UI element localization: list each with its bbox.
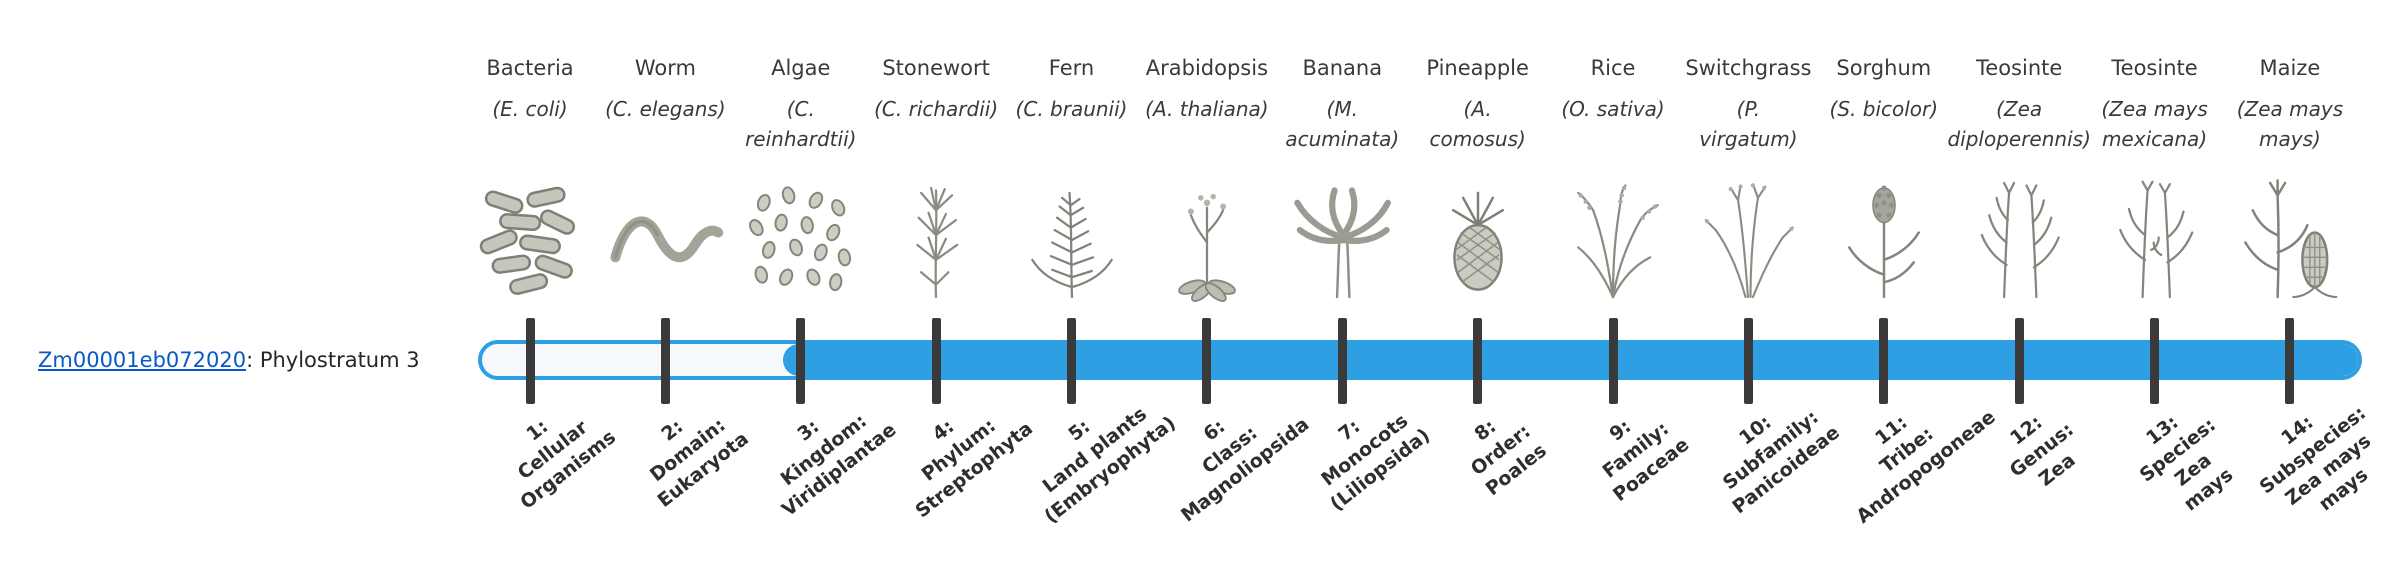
- organism-common-name: Switchgrass: [1685, 56, 1812, 80]
- organism-common-name: Worm: [634, 56, 696, 80]
- organism-common-name: Maize: [2259, 56, 2321, 80]
- algae-icon: [731, 168, 871, 304]
- switchgrass-icon: [1678, 168, 1818, 304]
- phylostratum-label-12: 12: Genus: Zea: [2005, 411, 2080, 491]
- phylostratum-tick-11: [1879, 318, 1889, 404]
- organism-scientific-name: (M. acuminata): [1285, 97, 1400, 151]
- phylostratum-label-1: 1: Cellular Organisms: [513, 415, 621, 514]
- gene-label: Zm00001eb072020: Phylostratum 3: [38, 347, 420, 373]
- organism-scientific-name: (Zea mays mexicana): [2101, 97, 2208, 151]
- phylostratum-label-5: 5: Land plants (Embryophyta): [1038, 402, 1180, 528]
- phylostratum-tick-10: [1743, 318, 1753, 404]
- pineapple-icon: [1408, 168, 1548, 304]
- phylostratum-label-6: 6: Class: Magnoliopsida: [1176, 413, 1314, 527]
- organism-common-name: Teosinte: [2111, 56, 2198, 80]
- phylostratum-label-10: 10: Subfamily: Panicoideae: [1719, 406, 1845, 519]
- organism-scientific-name: (Zea diploperennis): [1947, 97, 2091, 151]
- organism-common-name: Stonewort: [882, 56, 990, 80]
- organism-scientific-name: (A. thaliana): [1145, 97, 1269, 121]
- organism-scientific-name: (C. reinhardtii): [745, 97, 857, 151]
- teosinte-diploperennis-icon: [1949, 168, 2089, 304]
- phylostratum-tick-6: [1202, 318, 1212, 404]
- organism-scientific-name: (A. comosus): [1429, 97, 1526, 151]
- phylostratum-label-11: 11: Tribe: Andropogoneae: [1852, 406, 2000, 528]
- rice-icon: [1543, 168, 1683, 304]
- teosinte-mexicana-icon: [2085, 168, 2225, 304]
- phylostratum-label-9: 9: Family: Poaceae: [1598, 415, 1694, 507]
- organism-scientific-name: (S. bicolor): [1829, 97, 1939, 121]
- organism-common-name: Arabidopsis: [1145, 56, 1269, 80]
- organism-common-name: Teosinte: [1976, 56, 2063, 80]
- organism-common-name: Banana: [1302, 56, 1383, 80]
- organism-scientific-name: (C. richardii): [874, 97, 999, 121]
- phylostratum-column-5: Fern (C. braunii): [987, 56, 1157, 299]
- phylostratum-label-8: 8: Order: Poales: [1466, 415, 1551, 501]
- organism-common-name: Rice: [1590, 56, 1636, 80]
- phylostratum-label-2: 2: Domain: Eukaryota: [646, 414, 754, 513]
- phylostratum-tick-14: [2285, 318, 2295, 404]
- phylostratum-tick-9: [1608, 318, 1618, 404]
- gene-phylostratum-text: : Phylostratum 3: [246, 348, 420, 372]
- timeline-fill: [782, 344, 2358, 376]
- phylostratum-tick-7: [1337, 318, 1347, 404]
- phylostratum-column-8: Pineapple (A. comosus): [1393, 56, 1563, 291]
- gene-id-link[interactable]: Zm00001eb072020: [38, 348, 247, 372]
- organism-scientific-name: (O. sativa): [1561, 97, 1665, 121]
- phylostratum-label-7: 7: Monocots (Liliopsida): [1317, 409, 1435, 516]
- phylostratum-column-3: Algae (C. reinhardtii): [716, 56, 886, 292]
- organism-common-name: Algae: [771, 56, 831, 80]
- phylostratum-column-7: Banana (M. acuminata): [1257, 56, 1427, 299]
- worm-icon: [595, 168, 735, 304]
- organism-common-name: Sorghum: [1836, 56, 1932, 80]
- organism-common-name: Pineapple: [1426, 56, 1529, 80]
- phylostratum-column-4: Stonewort (C. richardii): [851, 56, 1021, 299]
- phylostratum-column-14: Maize (Zea mays mays): [2205, 56, 2375, 299]
- phylostratum-tick-1: [525, 318, 535, 404]
- phylostratum-column-11: Sorghum (S. bicolor): [1799, 56, 1969, 299]
- phylostratum-tick-2: [660, 318, 670, 404]
- fern-icon: [1002, 168, 1142, 304]
- phylostratum-label-3: 3: Kingdom: Viridiplantae: [776, 410, 901, 522]
- timeline-track: [478, 340, 2362, 380]
- phylostratum-column-10: Switchgrass (P. virgatum): [1663, 56, 1833, 299]
- organism-scientific-name: (Zea mays mays): [2236, 97, 2344, 151]
- banana-icon: [1272, 168, 1412, 304]
- organism-scientific-name: (E. coli): [492, 97, 568, 121]
- phylostratum-column-2: Worm (C. elegans): [580, 56, 750, 263]
- organism-scientific-name: (C. braunii): [1015, 97, 1128, 121]
- phylostratum-tick-4: [931, 318, 941, 404]
- organism-common-name: Fern: [1048, 56, 1095, 80]
- organism-common-name: Bacteria: [486, 56, 574, 80]
- phylostratum-tick-12: [2014, 318, 2024, 404]
- sorghum-icon: [1814, 168, 1954, 304]
- organism-scientific-name: (P. virgatum): [1699, 97, 1798, 151]
- phylostratum-tick-8: [1473, 318, 1483, 404]
- phylostratum-column-13: Teosinte (Zea mays mexicana): [2070, 56, 2240, 299]
- phylostratum-label-4: 4: Phylum: Streptophyta: [911, 414, 1038, 523]
- phylostratum-column-12: Teosinte (Zea diploperennis): [1934, 56, 2104, 299]
- phylostratum-label-14: 14: Subspecies: Zea mays mays: [2255, 402, 2376, 516]
- phylostratum-column-1: Bacteria (E. coli): [445, 56, 615, 295]
- phylostratum-tick-3: [796, 318, 806, 404]
- phylostratum-tick-13: [2150, 318, 2160, 404]
- organism-scientific-name: (C. elegans): [605, 97, 726, 121]
- phylostratum-tick-5: [1067, 318, 1077, 404]
- stonewort-icon: [866, 168, 1006, 304]
- bacteria-icon: [460, 168, 600, 304]
- phylostratum-column-6: Arabidopsis (A. thaliana): [1122, 56, 1292, 302]
- maize-icon: [2220, 168, 2360, 304]
- arabidopsis-icon: [1137, 168, 1277, 304]
- phylostratum-column-9: Rice (O. sativa): [1528, 56, 1698, 299]
